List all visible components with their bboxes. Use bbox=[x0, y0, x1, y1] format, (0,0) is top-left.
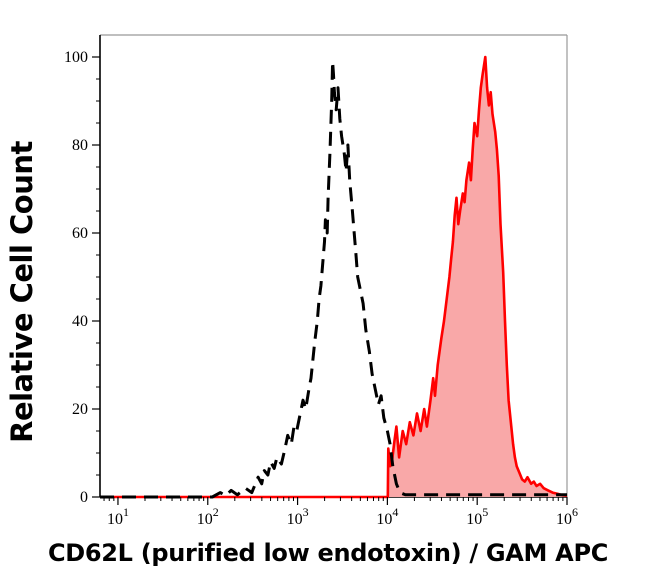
y-tick-label: 100 bbox=[64, 49, 88, 66]
y-tick-label: 80 bbox=[72, 137, 88, 154]
y-tick-label: 60 bbox=[72, 225, 88, 242]
stained-sample-histogram-fill bbox=[100, 57, 567, 497]
x-tick-label: 103 bbox=[287, 505, 309, 528]
x-tick-label: 106 bbox=[556, 505, 578, 528]
y-tick-label: 20 bbox=[72, 401, 88, 418]
x-tick-label: 105 bbox=[466, 505, 488, 528]
axis-ticks bbox=[92, 56, 568, 505]
x-tick-label: 101 bbox=[107, 505, 129, 528]
control-dashed-histogram bbox=[100, 59, 567, 499]
y-axis-title: Relative Cell Count bbox=[5, 141, 39, 443]
x-tick-label: 104 bbox=[376, 505, 398, 528]
stained-sample-histogram bbox=[100, 55, 568, 499]
y-tick-label: 40 bbox=[72, 313, 88, 330]
y-tick-label: 0 bbox=[80, 489, 88, 506]
x-axis-title: CD62L (purified low endotoxin) / GAM APC bbox=[47, 539, 609, 567]
x-tick-label: 102 bbox=[197, 505, 219, 528]
